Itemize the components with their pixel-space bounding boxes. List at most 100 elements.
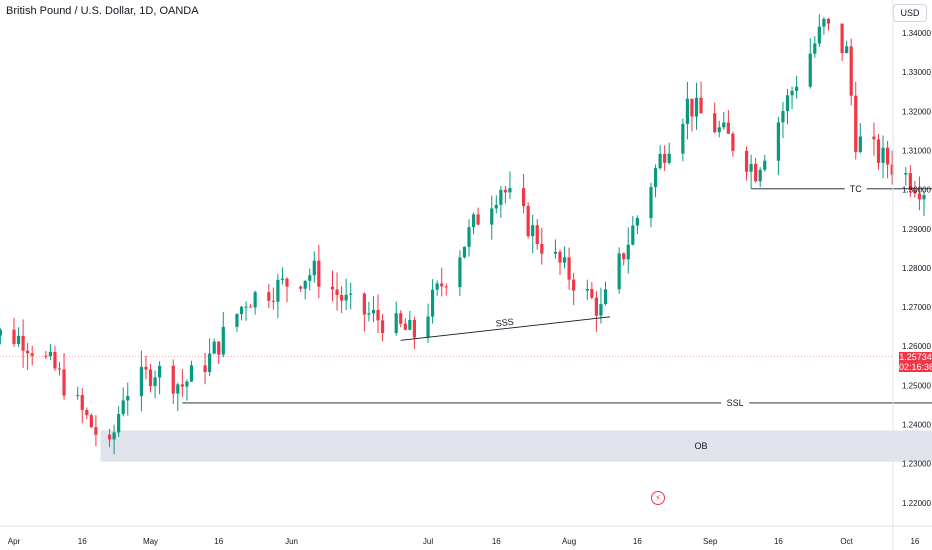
candle-body bbox=[362, 293, 366, 315]
candle-body bbox=[458, 257, 462, 288]
candle-body bbox=[531, 225, 535, 237]
candle-body bbox=[239, 306, 244, 315]
candle-body bbox=[180, 384, 184, 387]
y-tick-label: 1.26000 bbox=[902, 342, 931, 351]
candle-body bbox=[203, 365, 207, 372]
candle-body bbox=[726, 122, 730, 134]
candle-body bbox=[80, 395, 84, 410]
candle-body bbox=[558, 251, 562, 263]
candle-body bbox=[148, 369, 153, 387]
candle-body bbox=[208, 353, 212, 372]
candle-body bbox=[781, 111, 785, 123]
x-tick-label: 16 bbox=[78, 537, 87, 546]
candle-body bbox=[376, 309, 380, 321]
y-tick-label: 1.28000 bbox=[902, 264, 931, 273]
candle-body bbox=[117, 414, 121, 433]
candle-body bbox=[631, 225, 635, 245]
candle-body bbox=[731, 133, 735, 151]
zone-label-ob: OB bbox=[695, 441, 708, 451]
candle-body bbox=[76, 395, 80, 397]
candle-body bbox=[367, 313, 371, 315]
candle-body bbox=[562, 257, 567, 263]
candle-body bbox=[408, 319, 412, 330]
candle-body bbox=[171, 365, 175, 394]
candle-body bbox=[886, 147, 890, 165]
candle-body bbox=[622, 253, 626, 260]
candle-body bbox=[499, 189, 503, 205]
candle-body bbox=[744, 150, 749, 172]
candle-body bbox=[153, 377, 157, 387]
y-tick-label: 1.32000 bbox=[902, 107, 931, 116]
x-tick-label: Jun bbox=[285, 537, 298, 546]
candle-body bbox=[30, 353, 34, 356]
candle-body bbox=[62, 369, 66, 396]
candle-body bbox=[139, 366, 143, 397]
candle-body bbox=[749, 163, 753, 172]
candle-body bbox=[908, 173, 912, 191]
candle-body bbox=[0, 329, 2, 336]
candle-body bbox=[44, 355, 48, 357]
candle-body bbox=[667, 153, 671, 163]
candle-body bbox=[535, 225, 539, 245]
candle-body bbox=[635, 218, 639, 226]
candle-body bbox=[371, 309, 376, 314]
candle-body bbox=[89, 415, 93, 428]
candle-body bbox=[649, 187, 653, 219]
y-tick-label: 1.30000 bbox=[902, 186, 931, 195]
candle-body bbox=[185, 381, 189, 387]
candle-body bbox=[890, 164, 894, 175]
x-tick-label: Aug bbox=[562, 537, 576, 546]
candle-body bbox=[85, 409, 89, 416]
candle-body bbox=[349, 293, 353, 295]
candle-body bbox=[917, 193, 922, 200]
candle-body bbox=[508, 188, 512, 193]
x-tick-label: 16 bbox=[774, 537, 783, 546]
candle-body bbox=[126, 396, 130, 401]
candle-body bbox=[112, 432, 116, 440]
last-price-tag: 1.25734 02:16:36 bbox=[899, 352, 932, 372]
candle-body bbox=[763, 160, 767, 170]
candle-body bbox=[717, 127, 721, 133]
candle-body bbox=[490, 208, 494, 225]
candle-body bbox=[881, 147, 885, 163]
candle-body bbox=[808, 53, 812, 87]
candle-body bbox=[603, 289, 608, 305]
candle-body bbox=[553, 251, 558, 254]
candle-body bbox=[653, 168, 658, 188]
candle-body bbox=[308, 275, 312, 281]
candle-body bbox=[876, 139, 881, 163]
candle-body bbox=[462, 246, 467, 258]
candle-body bbox=[303, 280, 307, 289]
candle-body bbox=[21, 335, 25, 351]
candle-body bbox=[431, 289, 435, 317]
candle-body bbox=[849, 46, 853, 96]
y-tick-label: 1.24000 bbox=[902, 421, 931, 430]
candle-body bbox=[476, 214, 480, 225]
candle-body bbox=[267, 292, 271, 301]
candle-body bbox=[235, 314, 239, 327]
candle-body bbox=[840, 23, 844, 54]
candle-body bbox=[663, 153, 667, 163]
candle-body bbox=[121, 400, 125, 415]
bar-countdown: 02:16:36 bbox=[899, 362, 932, 372]
candle-body bbox=[594, 297, 598, 316]
candle-body bbox=[540, 244, 544, 254]
candle-body bbox=[340, 294, 344, 301]
candle-body bbox=[754, 163, 758, 182]
candle-body bbox=[822, 18, 826, 27]
candle-body bbox=[872, 136, 876, 140]
candle-body bbox=[572, 279, 576, 291]
candle-body bbox=[467, 227, 471, 247]
lightning-icon[interactable]: ⚡ bbox=[651, 491, 665, 505]
candle-body bbox=[699, 97, 703, 114]
y-tick-label: 1.23000 bbox=[902, 460, 931, 469]
candle-body bbox=[344, 294, 348, 301]
candle-body bbox=[299, 286, 303, 289]
chart-title: British Pound / U.S. Dollar, 1D, OANDA bbox=[6, 5, 199, 17]
trendline-label-sss: SSS bbox=[495, 317, 514, 329]
candle-body bbox=[617, 253, 621, 290]
candle-body bbox=[922, 195, 926, 200]
candle-body bbox=[312, 260, 316, 276]
candle-body bbox=[26, 350, 30, 354]
